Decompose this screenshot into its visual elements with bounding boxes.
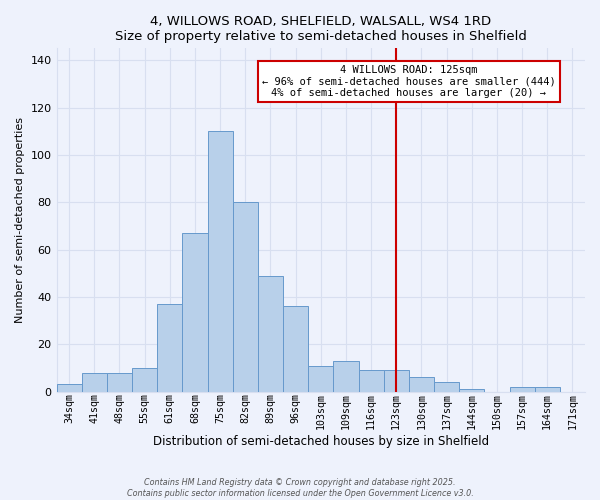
X-axis label: Distribution of semi-detached houses by size in Shelfield: Distribution of semi-detached houses by … — [153, 434, 489, 448]
Bar — [383, 370, 409, 392]
Y-axis label: Number of semi-detached properties: Number of semi-detached properties — [15, 117, 25, 323]
Bar — [308, 366, 334, 392]
Bar — [283, 306, 308, 392]
Bar — [359, 370, 383, 392]
Bar — [509, 387, 535, 392]
Bar — [233, 202, 258, 392]
Bar — [132, 368, 157, 392]
Title: 4, WILLOWS ROAD, SHELFIELD, WALSALL, WS4 1RD
Size of property relative to semi-d: 4, WILLOWS ROAD, SHELFIELD, WALSALL, WS4… — [115, 15, 527, 43]
Bar — [434, 382, 459, 392]
Bar — [182, 233, 208, 392]
Bar — [82, 372, 107, 392]
Bar — [535, 387, 560, 392]
Text: 4 WILLOWS ROAD: 125sqm
← 96% of semi-detached houses are smaller (444)
4% of sem: 4 WILLOWS ROAD: 125sqm ← 96% of semi-det… — [262, 65, 556, 98]
Bar — [409, 378, 434, 392]
Bar — [157, 304, 182, 392]
Text: Contains HM Land Registry data © Crown copyright and database right 2025.
Contai: Contains HM Land Registry data © Crown c… — [127, 478, 473, 498]
Bar — [208, 131, 233, 392]
Bar — [56, 384, 82, 392]
Bar — [334, 361, 359, 392]
Bar — [459, 389, 484, 392]
Bar — [107, 372, 132, 392]
Bar — [258, 276, 283, 392]
